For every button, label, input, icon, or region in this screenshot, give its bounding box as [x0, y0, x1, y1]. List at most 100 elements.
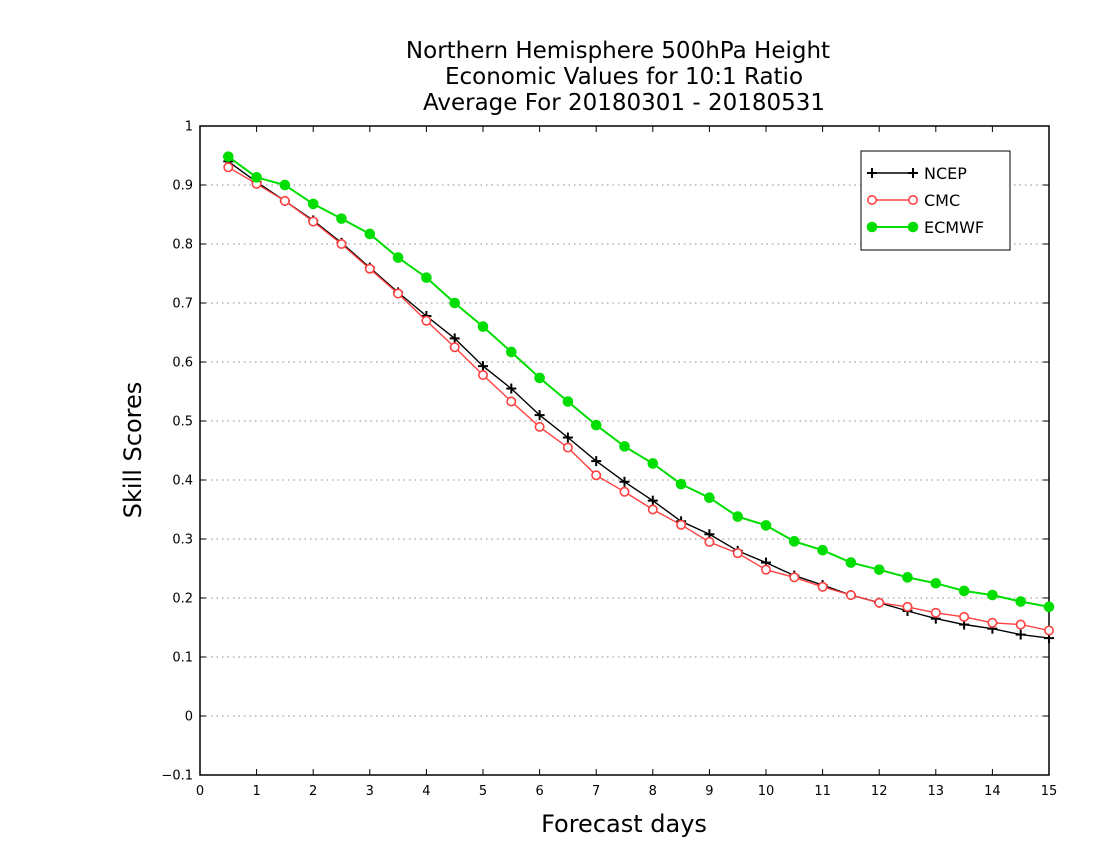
data-point-cmc — [336, 239, 347, 250]
data-point-ecmwf — [873, 564, 885, 575]
y-axis-label: Skill Scores — [119, 382, 147, 519]
x-axis-label: Forecast days — [541, 810, 707, 838]
data-point-ncep — [534, 410, 545, 421]
legend-marker-ncep — [867, 168, 877, 178]
x-tick-label: 11 — [814, 784, 831, 799]
title-line-3: Average For 20180301 - 20180531 — [423, 90, 825, 116]
data-point-ncep — [1015, 629, 1026, 640]
data-point-cmc — [732, 548, 743, 559]
data-point-cmc — [393, 288, 404, 299]
data-point-cmc — [506, 396, 517, 407]
data-point-ecmwf — [336, 213, 347, 224]
x-tick-label: 7 — [592, 784, 600, 799]
data-point-ncep — [506, 383, 517, 394]
data-point-ecmwf — [902, 572, 913, 583]
data-point-cmc — [874, 597, 885, 608]
legend-item-ecmwf: ECMWF — [866, 218, 984, 237]
legend-marker-ecmwf — [866, 221, 878, 233]
y-tick-label: −0.1 — [161, 769, 193, 784]
data-point-ecmwf — [760, 520, 772, 531]
data-point-ncep — [591, 456, 602, 467]
y-tick-label: 0.1 — [172, 651, 193, 666]
x-tick-label: 5 — [479, 784, 487, 799]
data-point-cmc — [647, 504, 658, 515]
data-point-ecmwf — [1015, 596, 1027, 607]
data-point-cmc — [449, 342, 460, 353]
legend-marker-ncep — [908, 168, 918, 178]
data-point-cmc — [279, 195, 290, 206]
data-point-ecmwf — [958, 585, 970, 597]
data-point-ecmwf — [590, 419, 602, 431]
data-point-cmc — [308, 216, 319, 227]
title-line-2: Economic Values for 10:1 Ratio — [445, 64, 803, 90]
legend: NCEP CMC ECMWF — [860, 150, 1011, 251]
data-point-ecmwf — [704, 492, 715, 504]
data-point-cmc — [1044, 625, 1055, 636]
data-point-cmc — [619, 486, 630, 497]
data-point-cmc — [789, 572, 800, 583]
data-point-ecmwf — [845, 557, 857, 568]
series-line-ncep — [227, 160, 1050, 639]
data-point-ncep — [562, 432, 573, 443]
data-point-cmc — [902, 601, 913, 612]
data-point-cmc — [364, 263, 375, 274]
data-point-cmc — [477, 369, 488, 380]
x-tick-label: 3 — [366, 784, 374, 799]
axis-ticks: 0 1 2 3 4 5 6 7 8 9 10 11 12 13 14 15−0.100.10.20.30.40… — [161, 120, 1057, 800]
y-tick-label: 0.6 — [172, 356, 193, 371]
legend-marker-ecmwf — [907, 221, 919, 233]
data-point-cmc — [421, 315, 432, 326]
y-tick-label: 0.5 — [172, 415, 193, 430]
data-point-ecmwf — [1043, 601, 1055, 613]
legend-marker-cmc — [866, 195, 877, 206]
x-tick-label: 6 — [535, 784, 543, 799]
data-point-ecmwf — [732, 511, 744, 522]
data-point-ncep — [478, 361, 488, 372]
data-point-ecmwf — [251, 172, 262, 183]
data-point-ecmwf — [817, 544, 828, 556]
data-point-ecmwf — [647, 458, 659, 469]
data-point-ecmwf — [619, 441, 630, 452]
y-tick-label: 0.8 — [172, 238, 193, 253]
legend-label-cmc: CMC — [924, 191, 960, 210]
series-lines — [223, 151, 1055, 644]
data-point-cmc — [591, 470, 602, 481]
title-line-1: Northern Hemisphere 500hPa Height — [406, 38, 830, 64]
x-tick-label: 15 — [1041, 784, 1058, 799]
data-point-cmc — [562, 442, 573, 453]
series-cmc — [223, 162, 1055, 636]
series-ecmwf — [223, 151, 1055, 613]
x-tick-label: 9 — [705, 784, 713, 799]
x-tick-label: 0 — [196, 784, 204, 799]
legend-marker-cmc — [907, 195, 918, 206]
legend-box — [860, 150, 1011, 251]
legend-label-ncep: NCEP — [924, 164, 967, 183]
y-tick-label: 0.7 — [172, 297, 193, 312]
data-point-ecmwf — [477, 321, 489, 332]
data-point-cmc — [760, 564, 771, 575]
data-point-ecmwf — [789, 536, 800, 547]
x-tick-label: 1 — [252, 784, 260, 799]
data-point-ecmwf — [930, 577, 942, 589]
data-point-ecmwf — [506, 346, 517, 358]
data-point-ncep — [647, 495, 658, 506]
data-point-cmc — [959, 611, 970, 622]
data-point-ncep — [449, 333, 460, 344]
data-point-ecmwf — [675, 478, 687, 490]
data-point-ecmwf — [279, 179, 291, 191]
y-tick-label: 0.9 — [172, 179, 193, 194]
y-tick-label: 1 — [185, 120, 193, 135]
data-point-cmc — [845, 590, 856, 601]
x-tick-label: 4 — [422, 784, 430, 799]
data-point-cmc — [704, 536, 715, 547]
data-point-cmc — [676, 519, 687, 530]
data-point-ecmwf — [449, 297, 461, 309]
data-point-ecmwf — [562, 396, 574, 407]
data-point-ecmwf — [987, 589, 998, 601]
x-tick-label: 13 — [928, 784, 945, 799]
data-point-ncep — [619, 476, 630, 487]
y-tick-label: 0.2 — [172, 592, 193, 607]
data-point-cmc — [930, 607, 941, 618]
x-tick-label: 8 — [649, 784, 657, 799]
